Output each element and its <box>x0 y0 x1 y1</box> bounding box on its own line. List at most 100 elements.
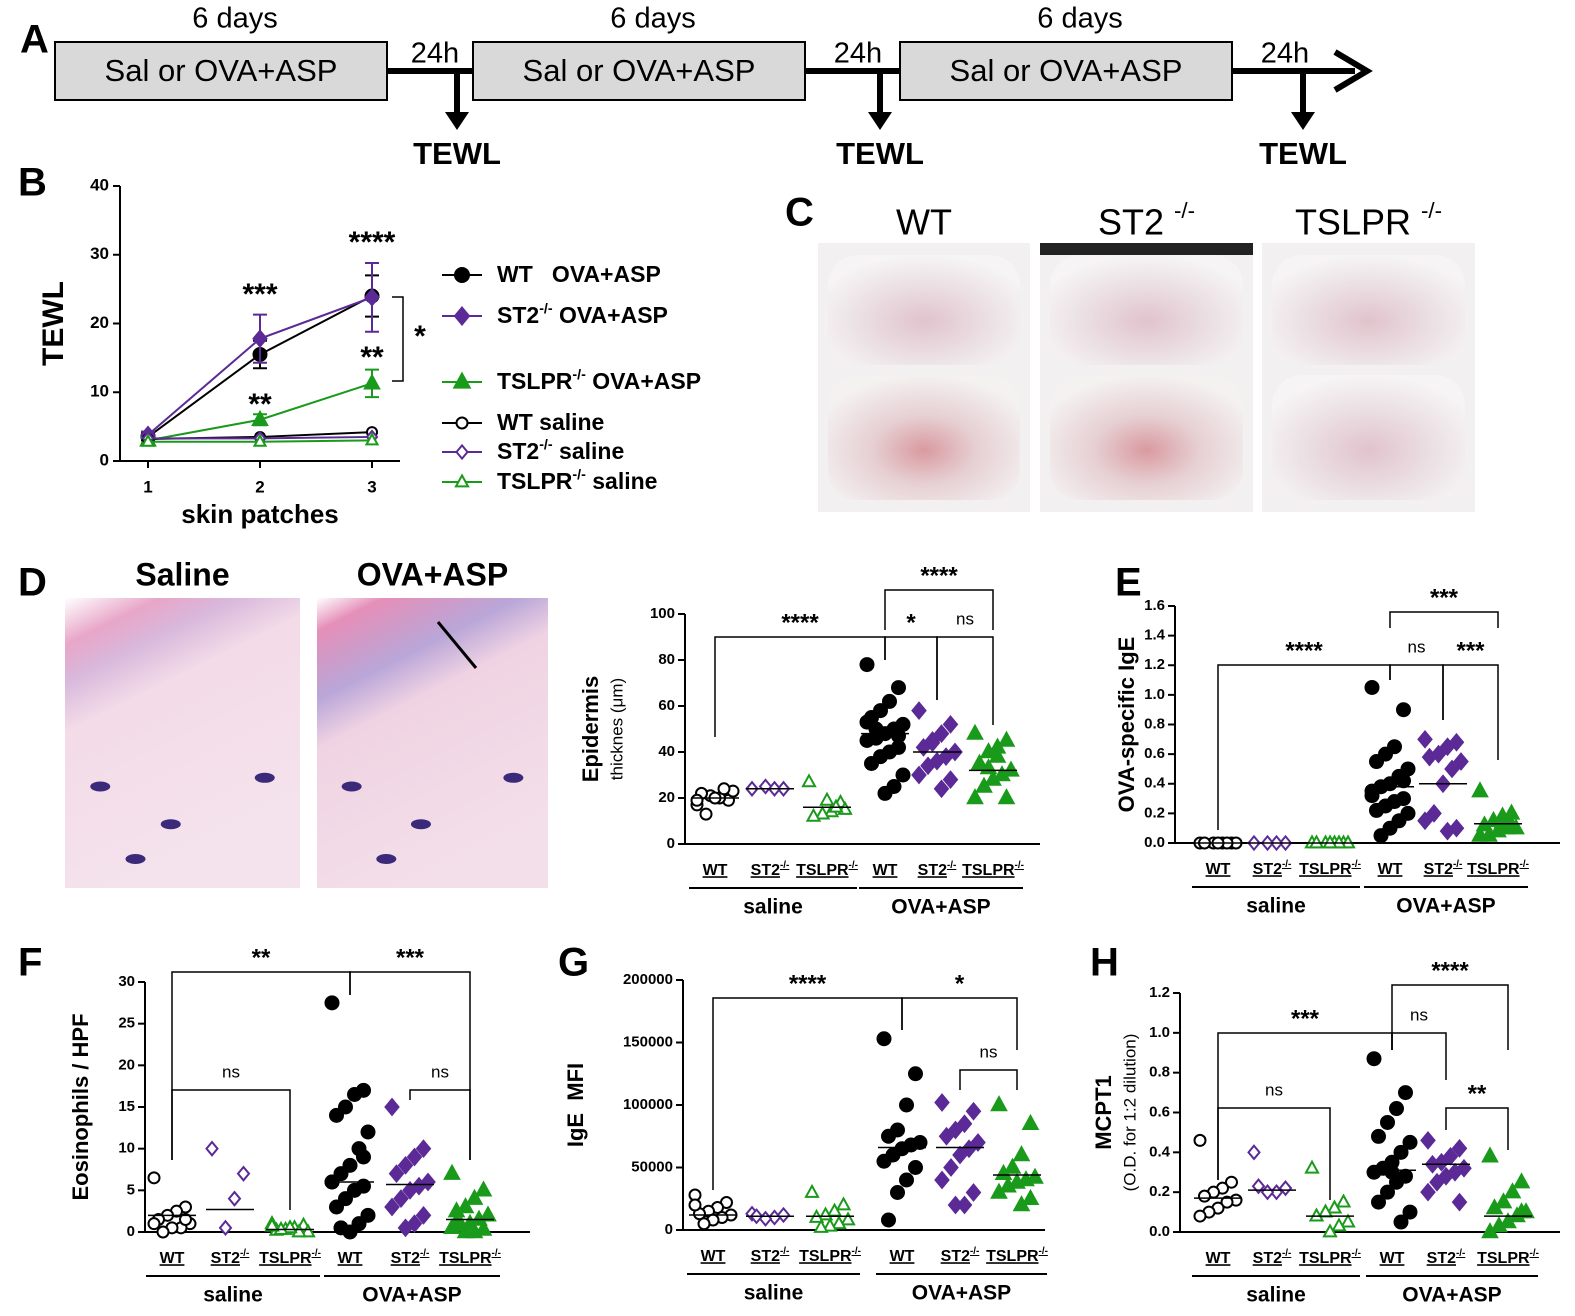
x-tick-label: TSLPR-/- <box>1299 1248 1361 1267</box>
point <box>1278 1180 1293 1197</box>
y-axis-title: TEWL <box>37 281 70 366</box>
panel-label: E <box>1115 561 1142 605</box>
point <box>1420 1182 1436 1202</box>
x-tick-label: TSLPR-/- <box>1477 1248 1539 1267</box>
point <box>1439 737 1456 757</box>
sig-bracket <box>392 296 404 382</box>
x-tick-label: 1 <box>143 477 152 496</box>
treatment-box <box>899 41 1233 101</box>
point <box>1471 781 1489 798</box>
point <box>1380 1114 1395 1130</box>
point <box>465 1188 484 1205</box>
y-tick-label: 0.4 <box>1149 1143 1171 1160</box>
period-label: 6 days <box>610 3 695 35</box>
point <box>828 798 844 813</box>
histology-image <box>317 598 548 888</box>
point <box>975 776 993 793</box>
sig-bracket <box>1445 1107 1509 1150</box>
point <box>831 1215 847 1230</box>
point <box>342 1157 358 1173</box>
y-axis-title: Epidermis <box>578 676 603 782</box>
legend-marker <box>454 267 470 283</box>
point <box>970 753 989 770</box>
x-tick-label: WT <box>1206 861 1231 878</box>
point <box>1340 1213 1356 1228</box>
sig-label: ns <box>222 1062 240 1081</box>
superscript: -/- <box>780 860 789 871</box>
legend-label: ST2-/- OVA+ASP <box>497 301 668 328</box>
y-tick-label: 20 <box>90 313 109 332</box>
point <box>859 733 875 748</box>
sig-bracket <box>171 1089 291 1210</box>
timeline-arrowhead <box>1333 49 1373 93</box>
mouse-photo-top <box>1272 255 1465 365</box>
annotation: *** <box>242 278 277 311</box>
point <box>933 724 950 743</box>
y-tick-label: 60 <box>658 697 675 714</box>
group-label: OVA+ASP <box>362 1284 461 1307</box>
point <box>1471 825 1489 842</box>
legend-marker <box>454 473 470 488</box>
y-tick-label: 50000 <box>631 1158 673 1175</box>
x-axis-title: skin patches <box>181 499 339 529</box>
sig-bracket <box>714 636 886 737</box>
photo-dark-bg <box>1040 243 1253 255</box>
point <box>1430 744 1447 764</box>
x-tick-label: TSLPR-/- <box>986 1246 1048 1265</box>
point <box>1384 1164 1400 1180</box>
legend-marker <box>455 416 469 430</box>
measure-arrowhead <box>445 112 469 130</box>
point <box>822 1217 838 1232</box>
point <box>474 1180 493 1197</box>
y-tick-label: 1.4 <box>1144 627 1166 644</box>
y-tick-label: 25 <box>118 1015 135 1032</box>
point <box>252 433 268 447</box>
y-tick-label: 80 <box>658 651 675 668</box>
x-tick-label: ST2-/- <box>211 1248 250 1267</box>
point <box>1331 1217 1347 1232</box>
sig-bracket <box>1389 611 1499 628</box>
y-tick-label: 0 <box>127 1223 135 1240</box>
point <box>1193 1209 1207 1223</box>
y-tick-label: 0.6 <box>1144 745 1165 762</box>
point <box>990 1182 1008 1199</box>
x-tick-label: WT <box>1206 1250 1231 1267</box>
point <box>938 1126 955 1146</box>
sig-bracket <box>884 589 994 630</box>
y-tick-label: 30 <box>118 973 135 990</box>
y-tick-label: 1.0 <box>1144 686 1165 703</box>
point <box>835 1196 852 1211</box>
point <box>952 1145 968 1165</box>
point <box>911 765 927 785</box>
point <box>776 1206 791 1224</box>
legend-label: TSLPR-/- saline <box>497 467 657 494</box>
point <box>333 1166 349 1182</box>
sig-label: ns <box>956 609 974 628</box>
point <box>876 1153 892 1169</box>
point <box>264 1217 280 1232</box>
point <box>402 1180 418 1200</box>
superscript: -/- <box>849 860 858 871</box>
point <box>717 782 731 796</box>
cell-nucleus <box>410 819 431 830</box>
point <box>859 657 875 673</box>
point <box>1453 752 1469 771</box>
y-tick-label: 1.6 <box>1144 597 1165 614</box>
point <box>384 1197 400 1217</box>
point <box>347 1087 362 1102</box>
x-tick-label: TSLPR-/- <box>1299 859 1361 878</box>
point <box>876 1031 892 1047</box>
cell-nucleus <box>503 772 524 783</box>
panel-label: A <box>20 18 49 62</box>
superscript: -/- <box>572 467 586 483</box>
point <box>993 765 1011 782</box>
point <box>1371 1194 1386 1210</box>
y-tick-label: 200000 <box>623 971 673 988</box>
point <box>364 288 380 307</box>
point <box>1369 802 1384 818</box>
point <box>1429 1172 1445 1192</box>
point <box>1002 760 1020 777</box>
point <box>1398 1085 1413 1101</box>
